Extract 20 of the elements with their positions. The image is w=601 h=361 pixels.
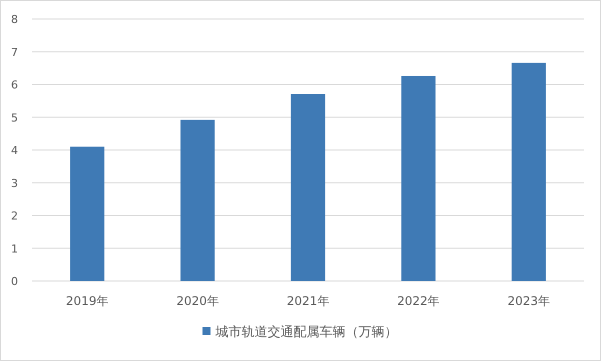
- x-tick-label: 2023年: [508, 294, 550, 308]
- y-tick-label: 4: [11, 144, 18, 157]
- y-tick-label: 0: [11, 275, 18, 288]
- y-tick-label: 1: [11, 242, 18, 256]
- y-tick-label: 5: [11, 111, 18, 124]
- y-tick-label: 7: [11, 46, 18, 59]
- x-tick-label: 2022年: [397, 294, 440, 308]
- x-tick-label: 2021年: [286, 294, 330, 308]
- y-tick-label: 2: [11, 210, 18, 222]
- bar: [290, 94, 326, 281]
- y-tick-label: 8: [11, 13, 18, 26]
- bar: [180, 120, 215, 281]
- bar: [512, 62, 546, 281]
- legend-label: 城市轨道交通配属车辆（万辆）: [214, 324, 398, 340]
- x-tick-label: 2019年: [66, 294, 108, 308]
- y-tick-label: 6: [11, 78, 18, 92]
- y-tick-label: 3: [11, 176, 18, 190]
- bar: [70, 146, 104, 281]
- x-tick-label: 2020年: [176, 294, 219, 308]
- bar: [401, 76, 436, 281]
